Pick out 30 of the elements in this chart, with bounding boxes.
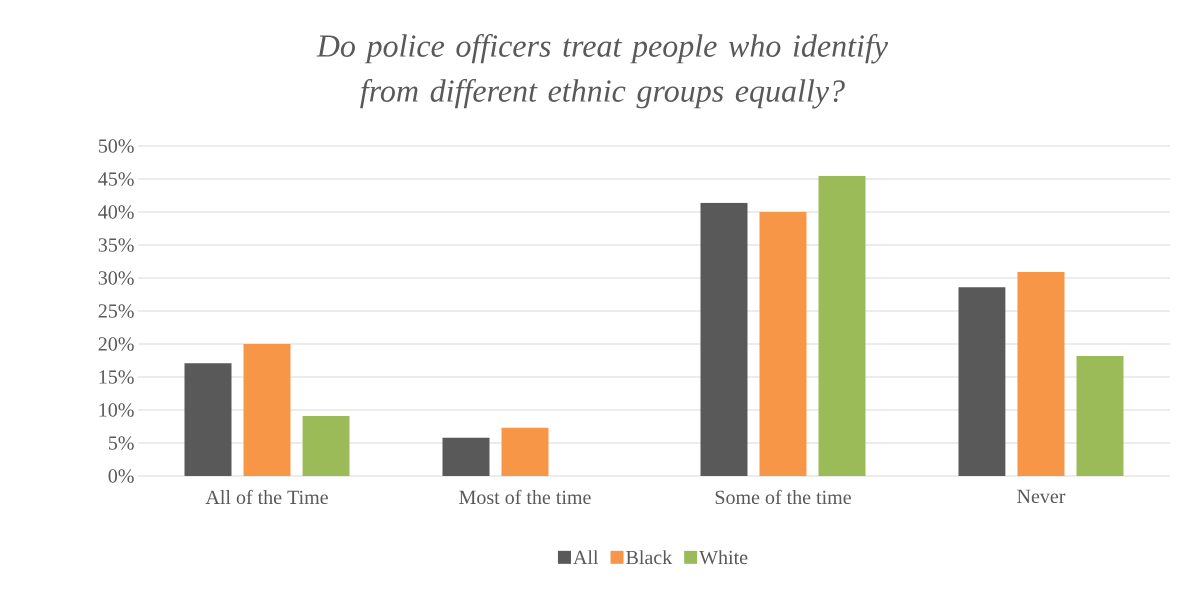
bar: [818, 175, 866, 476]
x-tick-label: Never: [1017, 489, 1066, 504]
bar: [184, 363, 232, 476]
y-tick-label: 40%: [98, 205, 134, 219]
y-tick-label: 50%: [98, 139, 134, 153]
x-tick-label: Most of the time: [459, 489, 591, 505]
y-tick-label: 10%: [99, 403, 134, 417]
bar: [243, 344, 291, 476]
x-tick-label: Some of the time: [715, 489, 851, 505]
bar: [759, 212, 807, 476]
y-tick-label: 25%: [98, 304, 134, 318]
y-tick-label: 15%: [99, 370, 134, 384]
y-tick-label: 5%: [108, 436, 134, 450]
legend-label: All: [573, 550, 599, 565]
y-tick-label: 30%: [98, 271, 134, 285]
legend-label: Black: [626, 550, 673, 565]
bar: [442, 437, 490, 476]
bar: [700, 202, 748, 476]
bar: [501, 427, 549, 476]
bar: [302, 415, 350, 476]
legend-label: White: [699, 550, 748, 565]
y-tick-label: 45%: [98, 172, 134, 186]
bar: [958, 287, 1006, 476]
y-tick-label: 20%: [98, 337, 134, 351]
bar: [1076, 355, 1124, 476]
y-tick-label: 0%: [108, 469, 134, 483]
bar: [1017, 272, 1065, 476]
x-tick-label: All of the Time: [205, 489, 328, 505]
chart-title: Do police officers treat people who identify from different ethnic groups equally?: [316, 34, 889, 109]
y-tick-label: 35%: [98, 238, 134, 252]
